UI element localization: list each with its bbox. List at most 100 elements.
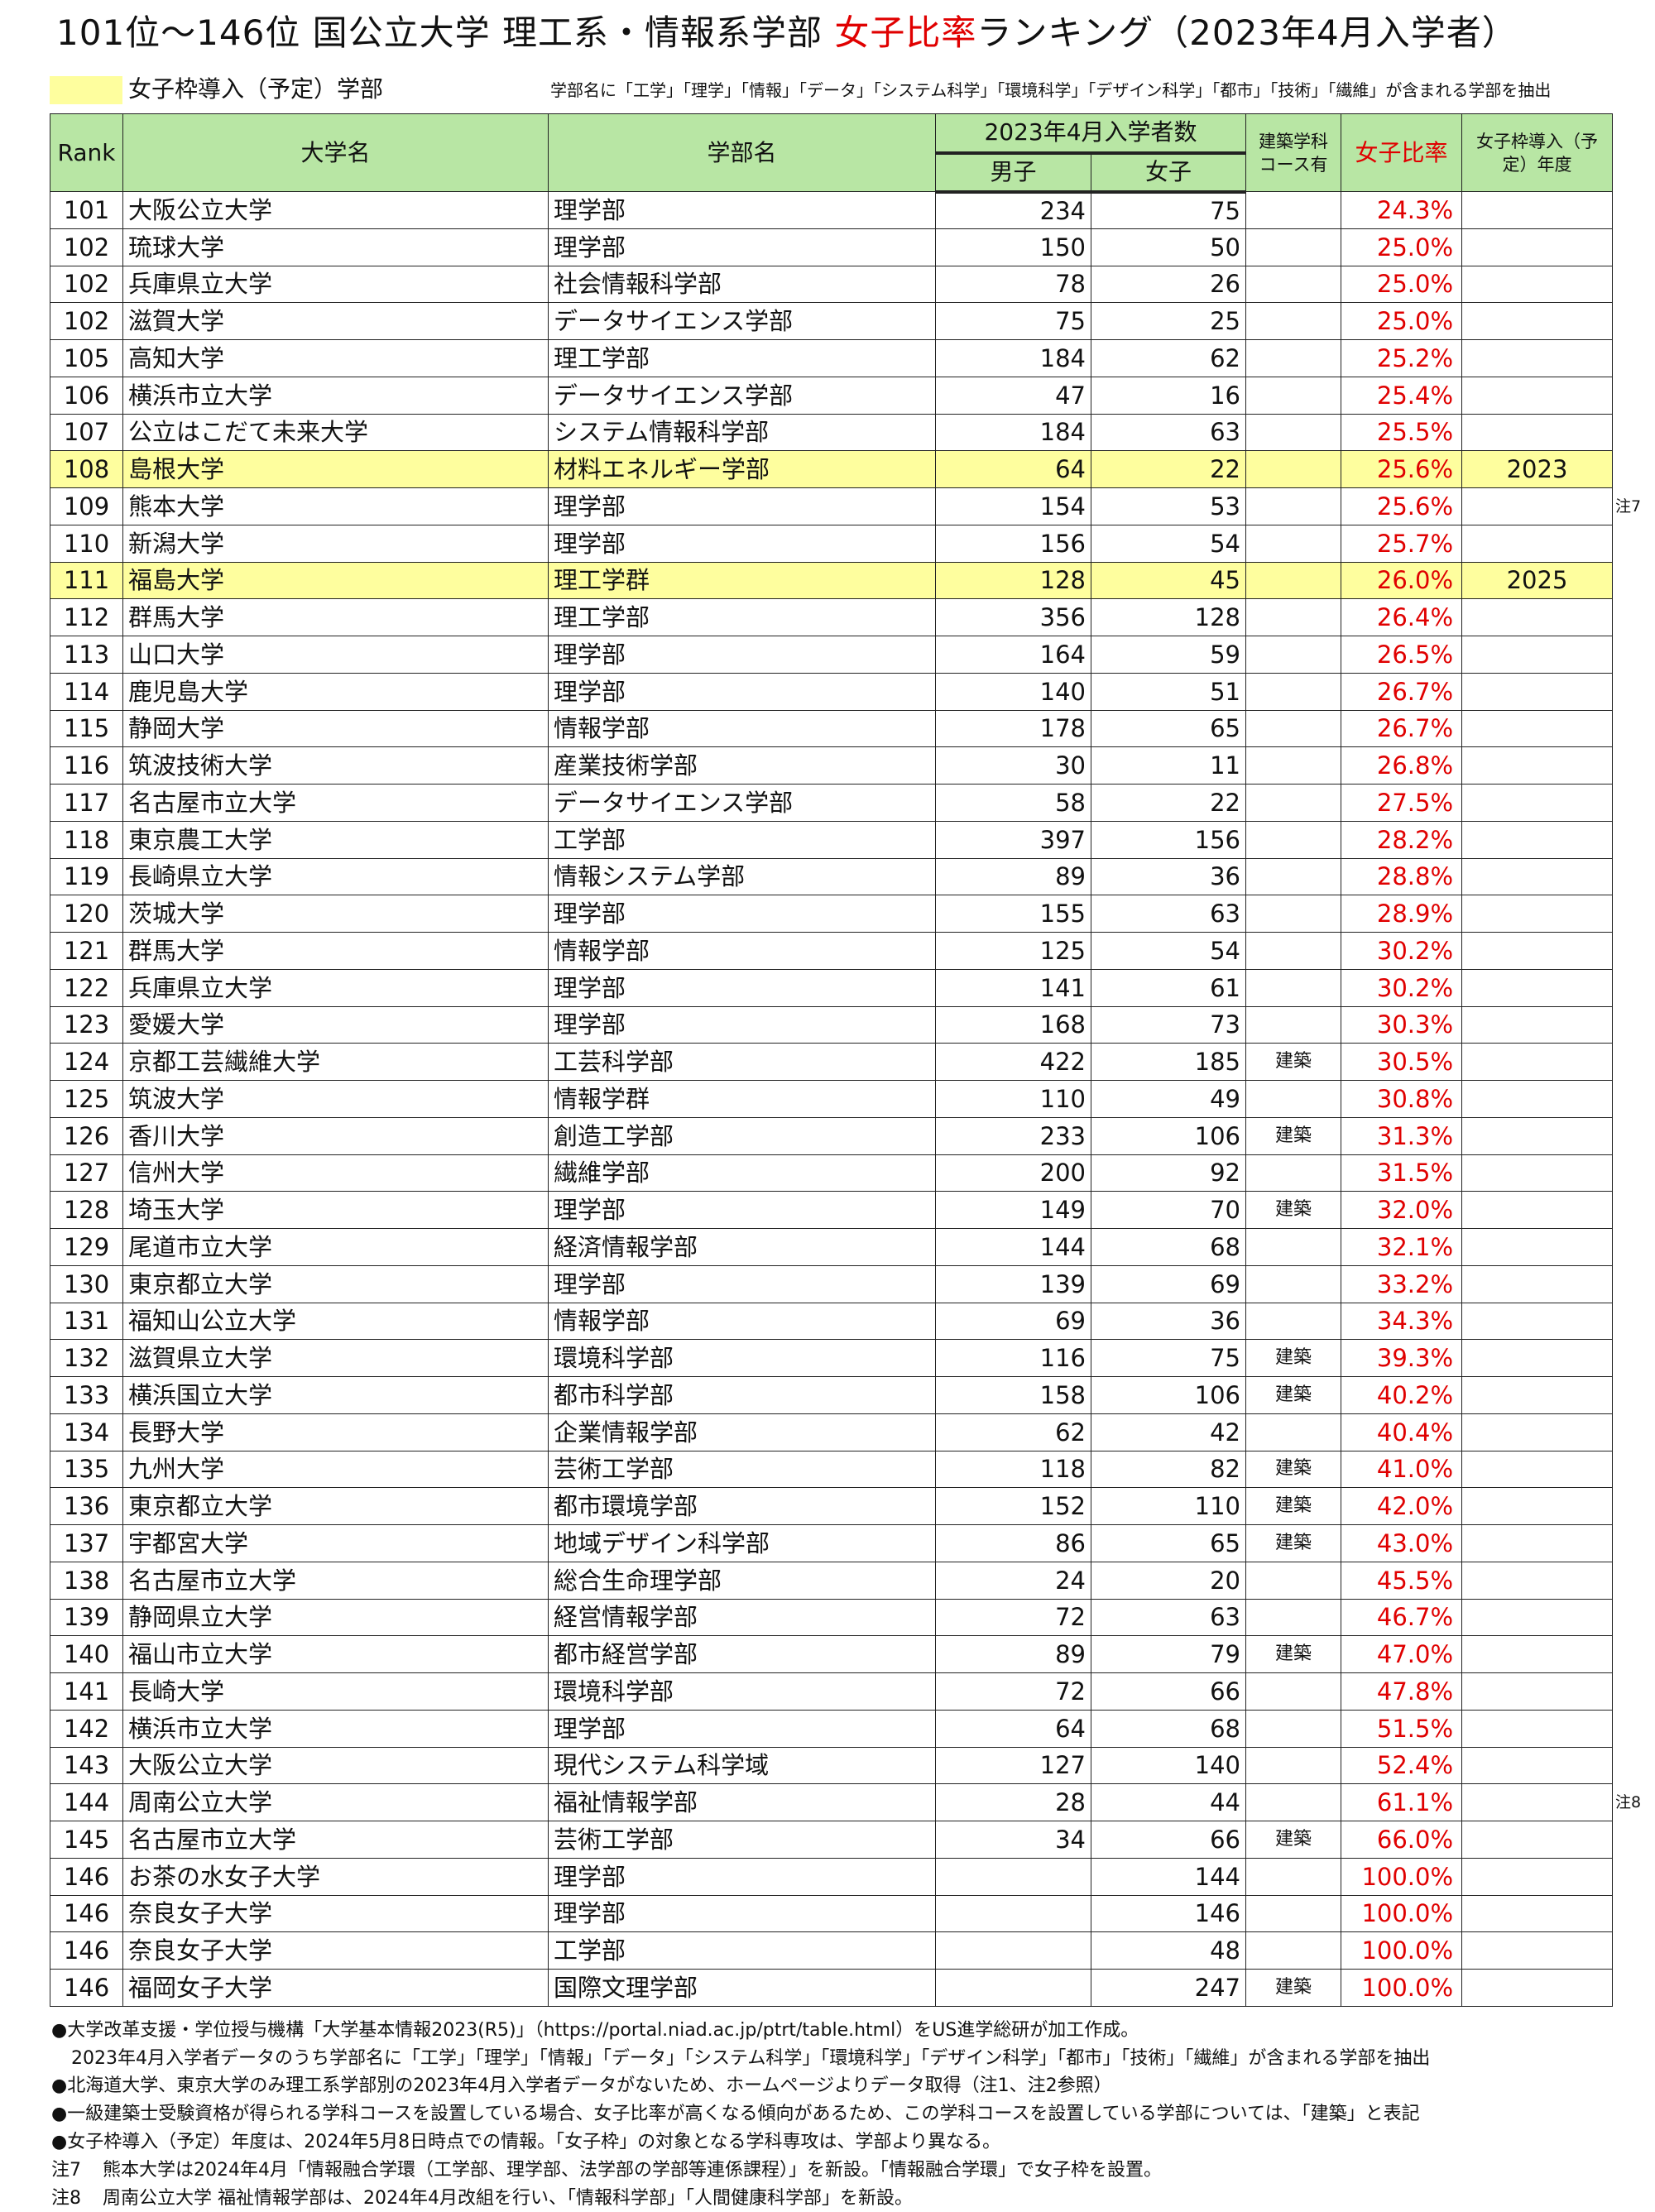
female-ratio-cell: 47.8%: [1341, 1672, 1463, 1711]
table-row: 145 名古屋市立大学 芸術工学部 34 66 建築 66.0%: [50, 1821, 1614, 1859]
department-cell: 理学部: [548, 968, 936, 1007]
table-row: 128 埼玉大学 理学部 149 70 建築 32.0%: [50, 1191, 1614, 1229]
rank-cell: 140: [50, 1635, 123, 1673]
architecture-cell: [1245, 1154, 1342, 1192]
quota-year-cell: [1461, 1524, 1614, 1562]
university-cell: 愛媛大学: [122, 1005, 549, 1044]
male-count-cell: 168: [935, 1005, 1091, 1044]
male-count-cell: 24: [935, 1561, 1091, 1600]
female-ratio-cell: 40.4%: [1341, 1413, 1463, 1451]
female-ratio-cell: 32.0%: [1341, 1191, 1463, 1229]
quota-year-cell: [1461, 302, 1614, 340]
university-cell: 横浜市立大学: [122, 1709, 549, 1748]
architecture-cell: [1245, 636, 1342, 674]
quota-year-cell: [1461, 1969, 1614, 2007]
female-ratio-cell: 25.2%: [1341, 339, 1463, 377]
female-count-cell: 63: [1090, 895, 1247, 933]
title-prefix: 101位～146位 国公立大学 理工系・情報系学部: [56, 12, 835, 53]
department-cell: 理学部: [548, 487, 936, 525]
university-cell: 福知山公立大学: [122, 1302, 549, 1341]
female-count-cell: 42: [1090, 1413, 1247, 1451]
male-count-cell: 34: [935, 1821, 1091, 1859]
university-cell: 筑波大学: [122, 1080, 549, 1118]
note-text: 熊本大学は2024年4月「情報融合学環（工学部、理学部、法学部の学部等連係課程）…: [103, 2159, 1162, 2181]
architecture-cell: [1245, 1561, 1342, 1600]
male-count-cell: 72: [935, 1598, 1091, 1637]
university-cell: 奈良女子大学: [122, 1931, 549, 1970]
rank-cell: 122: [50, 968, 123, 1007]
footer-line: ●一級建築士受験資格が得られる学科コースを設置している場合、女子比率が高くなる傾…: [51, 2104, 1420, 2125]
architecture-cell: [1245, 376, 1342, 415]
quota-year-cell: [1461, 1746, 1614, 1785]
male-count-cell: 139: [935, 1264, 1091, 1303]
department-cell: 理工学部: [548, 339, 936, 377]
rank-cell: 116: [50, 746, 123, 785]
quota-year-cell: [1461, 598, 1614, 636]
note-7: 注7 熊本大学は2024年4月「情報融合学環（工学部、理学部、法学部の学部等連係課…: [51, 2157, 1612, 2185]
department-cell: 理学部: [548, 228, 936, 266]
note-label: 注7: [51, 2159, 81, 2181]
female-ratio-cell: 40.2%: [1341, 1376, 1463, 1414]
footer-line: 2023年4月入学者データのうち学部名に「工学」「理学」「情報」「データ」「シス…: [71, 2047, 1431, 2069]
male-count-cell: [935, 1931, 1091, 1970]
architecture-cell: [1245, 932, 1342, 970]
architecture-cell: [1245, 487, 1342, 525]
male-count-cell: 164: [935, 636, 1091, 674]
table-row: 127 信州大学 繊維学部 200 92 31.5%: [50, 1154, 1614, 1192]
university-cell: 長崎県立大学: [122, 857, 549, 896]
female-ratio-cell: 100.0%: [1341, 1969, 1463, 2007]
female-ratio-cell: 51.5%: [1341, 1709, 1463, 1748]
architecture-cell: [1245, 265, 1342, 304]
female-ratio-cell: 61.1%: [1341, 1783, 1463, 1821]
university-cell: お茶の水女子大学: [122, 1857, 549, 1896]
architecture-cell: 建築: [1245, 1376, 1342, 1414]
female-count-cell: 247: [1090, 1969, 1247, 2007]
rank-cell: 108: [50, 450, 123, 488]
table-row: 137 宇都宮大学 地域デザイン科学部 86 65 建築 43.0%: [50, 1524, 1614, 1562]
rank-cell: 102: [50, 265, 123, 304]
table-row: 114 鹿児島大学 理学部 140 51 26.7%: [50, 672, 1614, 711]
architecture-cell: [1245, 1413, 1342, 1451]
quota-year-cell: [1461, 1487, 1614, 1525]
department-cell: 地域デザイン科学部: [548, 1524, 936, 1562]
rank-cell: 120: [50, 895, 123, 933]
table-row: 124 京都工芸繊維大学 工芸科学部 422 185 建築 30.5%: [50, 1043, 1614, 1081]
female-count-cell: 16: [1090, 376, 1247, 415]
quota-year-cell: [1461, 1635, 1614, 1673]
architecture-cell: [1245, 1894, 1342, 1933]
quota-year-cell: [1461, 709, 1614, 748]
architecture-cell: [1245, 1857, 1342, 1896]
rank-cell: 101: [50, 191, 123, 229]
table-row: 135 九州大学 芸術工学部 118 82 建築 41.0%: [50, 1450, 1614, 1489]
male-count-cell: 118: [935, 1450, 1091, 1489]
male-count-cell: 127: [935, 1746, 1091, 1785]
rank-cell: 111: [50, 561, 123, 600]
female-ratio-cell: 25.5%: [1341, 413, 1463, 452]
university-cell: 東京農工大学: [122, 820, 549, 859]
rank-cell: 135: [50, 1450, 123, 1489]
male-count-cell: 144: [935, 1228, 1091, 1266]
department-cell: 理学部: [548, 672, 936, 711]
female-count-cell: 140: [1090, 1746, 1247, 1785]
university-cell: 群馬大学: [122, 932, 549, 970]
department-cell: 材料エネルギー学部: [548, 450, 936, 488]
rank-cell: 123: [50, 1005, 123, 1044]
female-ratio-cell: 28.2%: [1341, 820, 1463, 859]
female-ratio-cell: 30.5%: [1341, 1043, 1463, 1081]
department-cell: 理工学群: [548, 561, 936, 600]
female-ratio-cell: 25.6%: [1341, 487, 1463, 525]
header-department: 学部名: [548, 113, 936, 192]
female-ratio-cell: 26.7%: [1341, 709, 1463, 748]
department-cell: 理学部: [548, 524, 936, 563]
department-cell: 現代システム科学域: [548, 1746, 936, 1785]
quota-year-cell: [1461, 376, 1614, 415]
quota-year-cell: [1461, 265, 1614, 304]
female-count-cell: 51: [1090, 672, 1247, 711]
department-cell: 情報学部: [548, 709, 936, 748]
rank-cell: 132: [50, 1339, 123, 1377]
department-cell: 理学部: [548, 636, 936, 674]
university-cell: 長崎大学: [122, 1672, 549, 1711]
male-count-cell: 72: [935, 1672, 1091, 1711]
rank-cell: 146: [50, 1857, 123, 1896]
table-row: 102 琉球大学 理学部 150 50 25.0%: [50, 228, 1614, 266]
